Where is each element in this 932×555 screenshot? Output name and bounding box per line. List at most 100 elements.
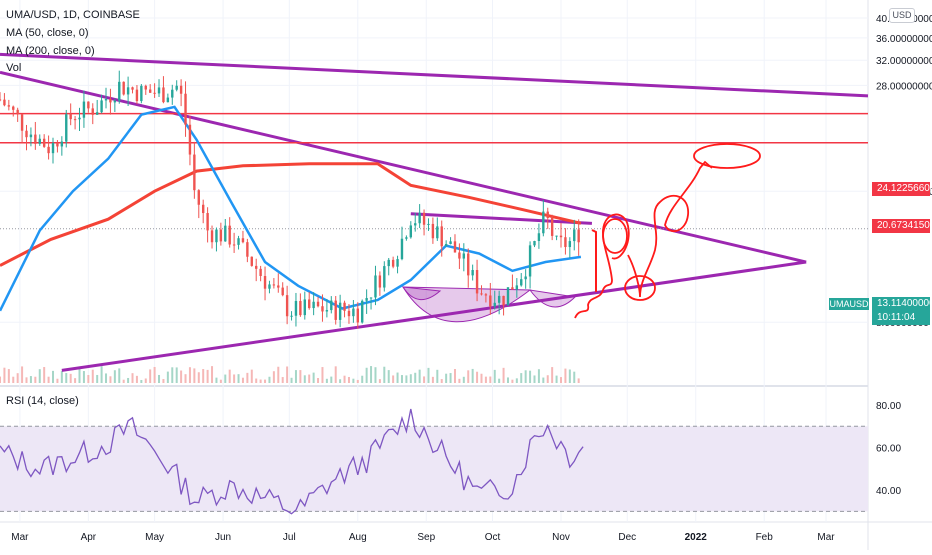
currency-button[interactable]: USD: [889, 8, 915, 23]
time-axis-label: Feb: [756, 532, 774, 543]
candle-body: [409, 225, 413, 238]
volume-bar: [180, 370, 183, 383]
rsi-axis-label: 60.00: [876, 444, 901, 455]
rsi-legend[interactable]: RSI (14, close): [6, 395, 79, 407]
volume-bar: [524, 370, 527, 383]
candle-body: [38, 138, 41, 144]
volume-bar: [392, 375, 395, 383]
candle-body: [25, 130, 28, 138]
volume-bar: [405, 375, 408, 383]
candle-body: [550, 218, 554, 236]
volume-bar: [361, 375, 364, 383]
volume-bar: [498, 378, 501, 383]
volume-bar: [564, 368, 567, 383]
candle-body: [259, 268, 262, 277]
volume-bar: [484, 376, 487, 383]
volume-bar: [476, 371, 479, 383]
candle-body: [418, 212, 421, 224]
volume-bar: [440, 379, 443, 383]
volume-bar: [462, 376, 465, 383]
current-price-tag: 13.11400000: [872, 297, 932, 311]
candle-body: [520, 279, 523, 286]
left-shoulder-pattern: [402, 286, 442, 300]
candle-body: [193, 154, 196, 191]
candle-body: [268, 284, 271, 289]
volume-bar: [206, 369, 209, 383]
candle-body: [489, 295, 492, 307]
candle-body: [396, 259, 399, 267]
trendlines[interactable]: [0, 52, 869, 372]
time-axis-label: Nov: [552, 532, 570, 543]
volume-bar: [356, 379, 359, 383]
candle-body: [577, 229, 580, 243]
candle-body: [157, 87, 161, 94]
volume-bar: [577, 378, 580, 383]
candle-body: [467, 253, 470, 276]
candle-body: [537, 233, 541, 241]
candle-body: [511, 287, 514, 290]
candle-body: [312, 301, 315, 309]
volume-bar: [489, 376, 492, 383]
volume-bar: [135, 375, 138, 383]
rsi-axis-label: 40.00: [876, 486, 901, 497]
volume-bar: [21, 366, 24, 383]
volume-bar: [65, 373, 68, 383]
candle-body: [7, 105, 11, 107]
time-axis-label: Apr: [81, 532, 97, 543]
time-axis-label: Aug: [349, 532, 367, 543]
candle-body: [56, 142, 59, 147]
volume-bar: [241, 377, 244, 383]
volume-bar: [325, 378, 328, 383]
candle-body: [0, 99, 2, 101]
volume-bar: [529, 370, 532, 383]
volume-bar: [520, 373, 523, 383]
volume-bar: [453, 368, 456, 383]
volume-bar: [555, 375, 558, 383]
ma50-legend[interactable]: MA (50, close, 0): [6, 27, 89, 39]
candle-body: [391, 259, 395, 267]
candle-body: [206, 213, 209, 231]
candle-body: [436, 226, 439, 239]
candle-body: [12, 106, 15, 110]
hand-drawn-projection[interactable]: [574, 143, 761, 319]
candle-body: [374, 275, 377, 298]
volume-bar: [127, 377, 130, 383]
price-axis-label: 36.00000000: [876, 34, 932, 45]
volume-bar: [330, 376, 333, 383]
volume-bar: [458, 378, 461, 383]
volume-legend[interactable]: Vol: [6, 62, 22, 74]
volume-bar: [281, 377, 284, 383]
time-axis-label: 2022: [685, 532, 708, 543]
resistance-tag-2: 20.67341509: [872, 219, 932, 233]
candle-body: [347, 310, 351, 317]
ma200-line: [0, 162, 582, 267]
volume-bar: [506, 377, 509, 383]
volume-bar: [299, 370, 302, 383]
candle-body: [29, 134, 33, 138]
candle-body: [126, 87, 130, 95]
candle-body: [449, 241, 452, 245]
candle-body: [42, 138, 46, 147]
volume-bar: [347, 376, 350, 383]
candle-body: [369, 297, 373, 299]
candle-body: [356, 308, 360, 323]
cup-pattern: [402, 286, 532, 323]
candle-body: [237, 238, 240, 245]
volume-bar: [7, 369, 10, 383]
volume-bar: [43, 367, 46, 383]
volume-bar: [272, 371, 275, 383]
volume-bar: [38, 369, 41, 383]
volume-bar: [515, 378, 518, 383]
volume-bar: [445, 373, 448, 383]
moving-averages: [0, 105, 582, 312]
ma200-legend[interactable]: MA (200, close, 0): [6, 45, 95, 57]
candle-body: [272, 284, 276, 286]
volume-bar: [78, 366, 81, 383]
candle-body: [184, 93, 187, 125]
candle-body: [321, 306, 324, 312]
wave-circle: [602, 218, 628, 254]
candle-body: [153, 92, 156, 94]
candle-body: [118, 81, 121, 101]
candle-body: [515, 285, 519, 290]
